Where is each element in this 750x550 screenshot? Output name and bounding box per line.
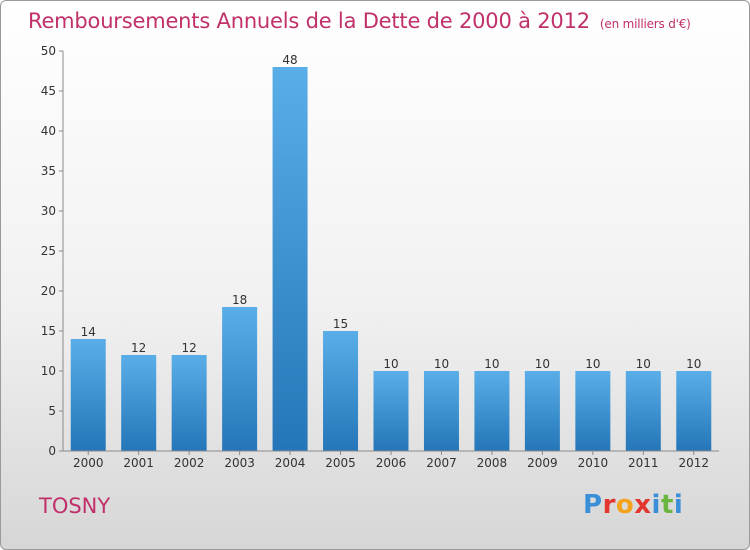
logo-letter: P: [583, 490, 603, 520]
bar: [171, 355, 207, 451]
bar: [222, 307, 258, 451]
x-tick-label: 2000: [73, 456, 104, 470]
y-tick-label: 10: [41, 364, 56, 378]
data-label: 48: [282, 53, 297, 67]
logo-letter: o: [615, 490, 635, 520]
bar: [70, 339, 106, 451]
proxiti-logo: Proxiti: [583, 490, 683, 520]
x-tick-label: 2001: [123, 456, 154, 470]
x-tick-label: 2009: [527, 456, 558, 470]
x-tick-label: 2004: [275, 456, 306, 470]
bar: [323, 331, 359, 451]
x-tick-label: 2005: [325, 456, 356, 470]
bar: [625, 371, 661, 451]
x-tick-label: 2002: [174, 456, 205, 470]
data-label: 14: [81, 325, 96, 339]
y-tick-label: 0: [48, 444, 56, 458]
x-tick-label: 2006: [376, 456, 407, 470]
bar: [676, 371, 712, 451]
data-label: 10: [686, 357, 701, 371]
x-tick-label: 2007: [426, 456, 457, 470]
y-tick-label: 30: [41, 204, 56, 218]
y-tick-label: 35: [41, 164, 56, 178]
y-tick-label: 50: [41, 44, 56, 58]
data-label: 10: [636, 357, 651, 371]
data-label: 10: [535, 357, 550, 371]
data-label: 18: [232, 293, 247, 307]
data-label: 10: [484, 357, 499, 371]
bar: [272, 67, 308, 451]
y-tick-label: 15: [41, 324, 56, 338]
data-label: 15: [333, 317, 348, 331]
logo-letter: x: [634, 490, 652, 520]
logo-letter: r: [602, 490, 616, 520]
bar: [373, 371, 409, 451]
logo-letter: i: [673, 490, 684, 520]
x-tick-label: 2012: [678, 456, 709, 470]
data-label: 10: [585, 357, 600, 371]
chart-title-text: Remboursements Annuels de la Dette de 20…: [28, 9, 590, 33]
data-label: 12: [182, 341, 197, 355]
logo-letter: i: [651, 490, 661, 520]
bar: [474, 371, 510, 451]
x-tick-label: 2011: [628, 456, 659, 470]
y-tick-label: 5: [48, 404, 56, 418]
bar: [575, 371, 611, 451]
bar: [121, 355, 157, 451]
x-tick-label: 2010: [578, 456, 609, 470]
x-tick-label: 2003: [224, 456, 255, 470]
y-tick-label: 25: [41, 244, 56, 258]
y-tick-label: 40: [41, 124, 56, 138]
data-label: 10: [434, 357, 449, 371]
y-tick-label: 45: [41, 84, 56, 98]
bar: [524, 371, 560, 451]
data-label: 12: [131, 341, 146, 355]
town-name: TOSNY: [39, 494, 111, 518]
data-label: 10: [383, 357, 398, 371]
chart-title: Remboursements Annuels de la Dette de 20…: [28, 9, 691, 33]
logo-letter: t: [660, 490, 674, 520]
y-tick-label: 20: [41, 284, 56, 298]
x-tick-label: 2008: [477, 456, 508, 470]
chart-unit-label: (en milliers d'€): [599, 17, 691, 31]
bar: [423, 371, 459, 451]
